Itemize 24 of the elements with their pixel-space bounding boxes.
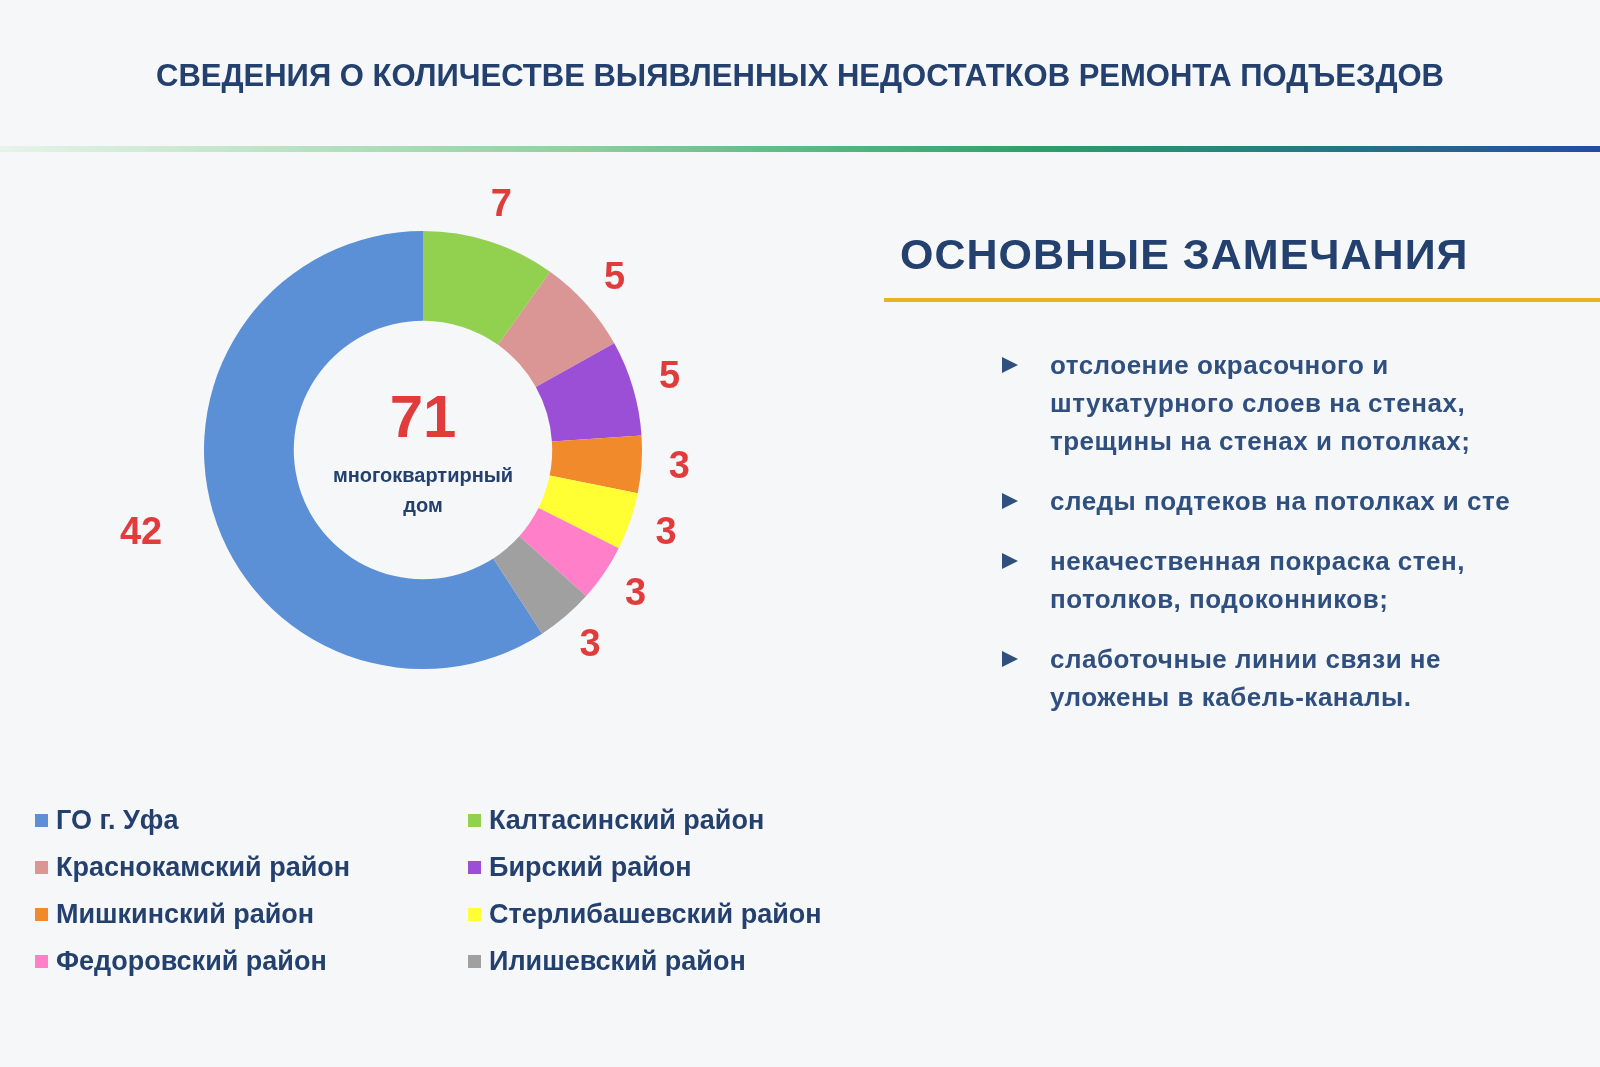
- data-label: 3: [655, 510, 677, 553]
- data-label: 5: [603, 255, 626, 298]
- legend-label: Краснокамский район: [56, 852, 351, 883]
- text: ОСНОВНЫЕ ЗАМЕЧАНИЯ: [900, 230, 1470, 279]
- data-label: 3: [579, 621, 601, 664]
- data-label: 42: [119, 509, 163, 552]
- data-label: 5: [658, 353, 681, 396]
- text: следы подтеков на потолках и сте: [1050, 486, 1511, 516]
- data-label: 3: [624, 571, 647, 614]
- text: 71: [389, 382, 457, 450]
- data-label: 7: [490, 181, 512, 224]
- legend-label: Калтасинский район: [489, 805, 765, 836]
- chart-title: СВЕДЕНИЯ О КОЛИЧЕСТВЕ ВЫЯВЛЕННЫХ НЕДОСТАТКОВ РЕМОНТА ПОДЪЕЗДОВ: [155, 58, 1445, 94]
- text: слаботочные линии связи не уложены в кабель-каналы.: [1050, 644, 1442, 712]
- text: некачественная покраска стен, потолков, подоконников;: [1050, 546, 1465, 614]
- legend-label: Мишкинский район: [56, 899, 315, 930]
- legend-label: Стерлибашевский район: [489, 899, 822, 930]
- legend-label: Бирский район: [489, 852, 692, 883]
- data-label: 3: [668, 443, 690, 486]
- text: отслоение окрасочного и штукатурного слоев на стенах, трещины на стенах и потолках;: [1050, 350, 1471, 456]
- legend-label: Илишевский район: [489, 946, 746, 977]
- text: многоквартирный дом: [332, 463, 514, 516]
- legend-label: ГО г. Уфа: [56, 805, 179, 836]
- legend-label: Федоровский район: [56, 946, 327, 977]
